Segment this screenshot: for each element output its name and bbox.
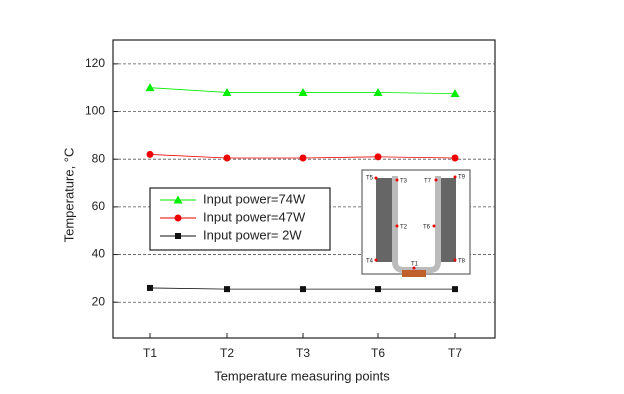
heater <box>402 270 426 277</box>
marker <box>173 195 183 204</box>
marker <box>175 233 181 239</box>
x-tick-label: T1 <box>143 346 157 360</box>
block <box>376 178 392 262</box>
block <box>440 178 456 262</box>
y-tick-label: 100 <box>85 104 105 118</box>
legend-label: Input power= 2W <box>203 227 302 242</box>
inset-label: T3 <box>400 179 408 185</box>
y-tick-label: 80 <box>92 151 106 165</box>
inset-diagram: T5 T3 T7 T9 T2 T6 T4 T1 T8 <box>361 169 471 277</box>
marker <box>375 286 381 293</box>
x-tick-label: T2 <box>220 346 234 360</box>
marker <box>452 286 458 293</box>
inset-label: T4 <box>366 259 374 265</box>
marker <box>146 150 154 158</box>
marker <box>224 286 230 293</box>
inset-label: T5 <box>366 176 374 182</box>
x-tick-label: T3 <box>296 346 310 360</box>
legend-label: Input power=47W <box>203 209 306 224</box>
marker <box>145 83 155 92</box>
inset-label: T1 <box>411 262 419 268</box>
y-tick-label: 60 <box>92 199 106 213</box>
x-axis-label: Temperature measuring points <box>214 368 390 383</box>
y-tick-label: 40 <box>92 247 106 261</box>
marker <box>174 214 182 222</box>
inset-label: T8 <box>458 259 466 265</box>
x-tick-label: T7 <box>448 346 462 360</box>
inset-label: T6 <box>423 225 431 231</box>
plot-frame <box>112 39 496 339</box>
legend: Input power=74W Input power=47W Input powe… <box>149 187 331 251</box>
inset-label: T9 <box>458 175 466 181</box>
marker <box>147 284 153 291</box>
inset-label: T7 <box>424 179 432 185</box>
marker <box>374 153 382 161</box>
y-tick-label: 120 <box>85 56 105 70</box>
marker <box>298 87 308 96</box>
marker <box>451 154 459 162</box>
marker <box>223 154 231 162</box>
legend-label: Input power=74W <box>203 191 306 206</box>
marker <box>299 154 307 162</box>
marker <box>300 286 306 293</box>
marker <box>373 87 383 96</box>
marker <box>450 89 460 98</box>
marker <box>222 87 232 96</box>
sensor-dots <box>374 175 457 270</box>
x-tick-label: T6 <box>371 346 385 360</box>
y-axis-label: Temperature, °C <box>61 148 76 243</box>
y-tick-label: 20 <box>92 294 106 308</box>
inset-label: T2 <box>400 225 408 231</box>
